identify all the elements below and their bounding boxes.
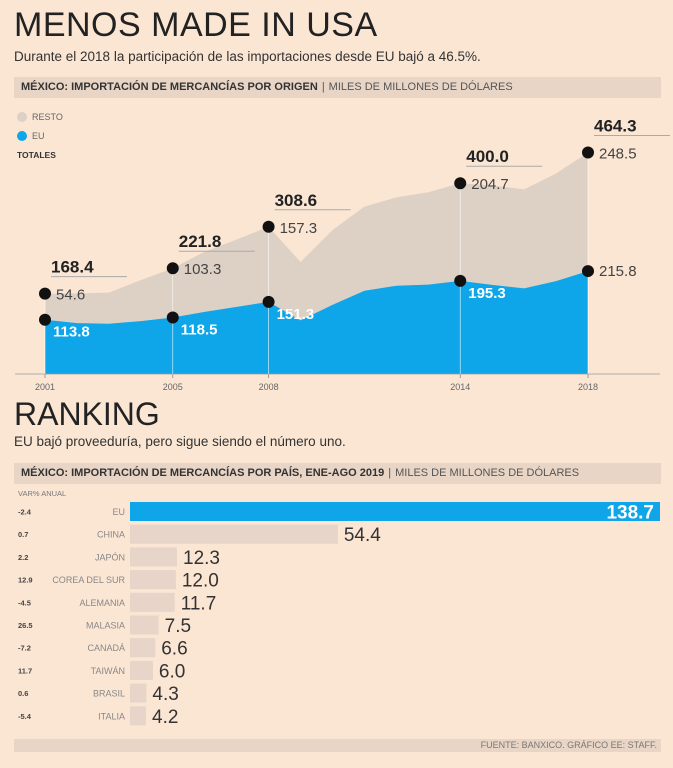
var-pct-label: -4.5 (18, 598, 31, 607)
country-label: BRASIL (93, 689, 125, 699)
var-pct-label: -5.4 (18, 712, 32, 721)
bar-value-label: 12.0 (182, 571, 219, 592)
page-title: MENOS MADE IN USA (14, 6, 378, 44)
eu-value-label: 195.3 (468, 285, 506, 302)
resto-value-label: 54.6 (56, 287, 85, 304)
legend-totales-label: TOTALES (17, 150, 56, 160)
eu-marker (39, 313, 51, 326)
area-chart: 2001 168.4 54.6 113.8 2005 221.8 103.3 118.5 200… (15, 117, 670, 392)
country-label: ALEMANIA (79, 598, 125, 608)
ranking-subtitle: EU bajó proveeduría, pero sigue siendo e… (14, 434, 346, 449)
legend-resto-swatch (17, 112, 27, 122)
eu-marker (166, 311, 179, 324)
legend-resto-label: RESTO (32, 112, 63, 122)
eu-value-label: 113.8 (53, 324, 90, 341)
bar-value-label: 138.7 (606, 503, 654, 524)
country-label: EU (112, 507, 125, 517)
legend-totales: TOTALES (17, 150, 56, 160)
total-value-label: 308.6 (275, 191, 318, 210)
bar-chart: VAR% ANUAL -2.4 EU 138.7 0.7 CHINA 54.4 2.2 JAPÓ… (18, 489, 660, 728)
legend-eu-swatch (17, 131, 27, 141)
total-marker (582, 146, 594, 159)
x-tick-label: 2018 (578, 382, 598, 392)
bar (130, 570, 176, 590)
total-marker (262, 220, 275, 233)
x-tick-label: 2008 (259, 382, 279, 392)
ranking-title: RANKING (14, 396, 160, 432)
bar (130, 547, 178, 567)
bar-value-label: 7.5 (165, 616, 191, 637)
bar-value-label: 6.0 (159, 661, 185, 682)
bar-value-label: 4.3 (152, 684, 178, 705)
bar (130, 683, 147, 703)
eu-area (45, 271, 588, 374)
bar (130, 638, 156, 658)
var-header-label: VAR% ANUAL (18, 489, 66, 498)
var-pct-label: 12.9 (18, 576, 33, 585)
var-pct-label: 2.2 (18, 553, 28, 562)
total-marker (454, 177, 467, 190)
var-pct-label: 26.5 (18, 621, 33, 630)
country-label: JAPÓN (95, 552, 125, 562)
resto-value-label: 103.3 (184, 261, 222, 278)
country-label: ITALIA (98, 711, 125, 721)
total-value-label: 221.8 (179, 232, 222, 251)
legend-eu: EU (17, 131, 45, 141)
bar-value-label: 6.6 (161, 639, 187, 660)
country-label: TAIWÁN (91, 666, 125, 676)
bar (130, 706, 147, 726)
var-pct-label: 0.6 (18, 689, 28, 698)
area-chart-heading: MÉXICO: IMPORTACIÓN DE MERCANCÍAS POR OR… (14, 77, 661, 98)
bar-value-label: 11.7 (181, 593, 217, 614)
x-tick-label: 2005 (163, 382, 183, 392)
total-value-label: 168.4 (51, 258, 94, 277)
x-tick-label: 2001 (35, 382, 55, 392)
eu-value-label: 118.5 (181, 321, 218, 338)
eu-marker (582, 265, 594, 278)
source-footer: FUENTE: BANXICO. GRÁFICO EE: STAFF. (14, 739, 661, 752)
bar-chart-heading: MÉXICO: IMPORTACIÓN DE MERCANCÍAS POR PA… (14, 463, 661, 484)
bar-value-label: 12.3 (183, 548, 220, 569)
bar-chart-unit: MILES DE MILLONES DE DÓLARES (395, 467, 580, 479)
bar-value-label: 54.4 (344, 525, 381, 546)
area-chart-heading-title: MÉXICO: IMPORTACIÓN DE MERCANCÍAS POR OR… (21, 81, 318, 93)
var-pct-label: 0.7 (18, 530, 28, 539)
var-pct-label: 11.7 (18, 666, 32, 675)
eu-value-label: 215.8 (599, 263, 637, 280)
page-subtitle: Durante el 2018 la participación de las … (14, 49, 481, 64)
eu-value-label: 151.3 (277, 306, 315, 323)
bar-chart-heading-title: MÉXICO: IMPORTACIÓN DE MERCANCÍAS POR PA… (21, 467, 385, 479)
total-marker (166, 262, 179, 275)
resto-value-label: 157.3 (280, 220, 318, 237)
bar-value-label: 4.2 (152, 707, 178, 728)
var-pct-label: -2.4 (18, 508, 32, 517)
bar (130, 502, 660, 521)
country-label: MALASIA (86, 621, 125, 631)
var-pct-label: -7.2 (18, 644, 31, 653)
x-tick-label: 2014 (450, 382, 470, 392)
bar (130, 615, 159, 635)
resto-value-label: 204.7 (471, 176, 509, 193)
legend-eu-label: EU (32, 131, 45, 141)
eu-marker (454, 274, 467, 287)
area-chart-unit: MILES DE MILLONES DE DÓLARES (328, 81, 513, 93)
country-label: CHINA (97, 530, 125, 540)
country-label: CANADÁ (87, 643, 125, 653)
bar (130, 660, 153, 680)
eu-marker (262, 295, 275, 308)
total-marker (39, 287, 51, 300)
total-value-label: 464.3 (594, 117, 637, 136)
country-label: COREA DEL SUR (52, 575, 125, 585)
bar (130, 592, 175, 612)
source-text: FUENTE: BANXICO. GRÁFICO EE: STAFF. (480, 740, 657, 750)
legend-resto: RESTO (17, 112, 63, 122)
bar (130, 524, 338, 544)
total-value-label: 400.0 (466, 147, 509, 166)
resto-value-label: 248.5 (599, 146, 637, 163)
